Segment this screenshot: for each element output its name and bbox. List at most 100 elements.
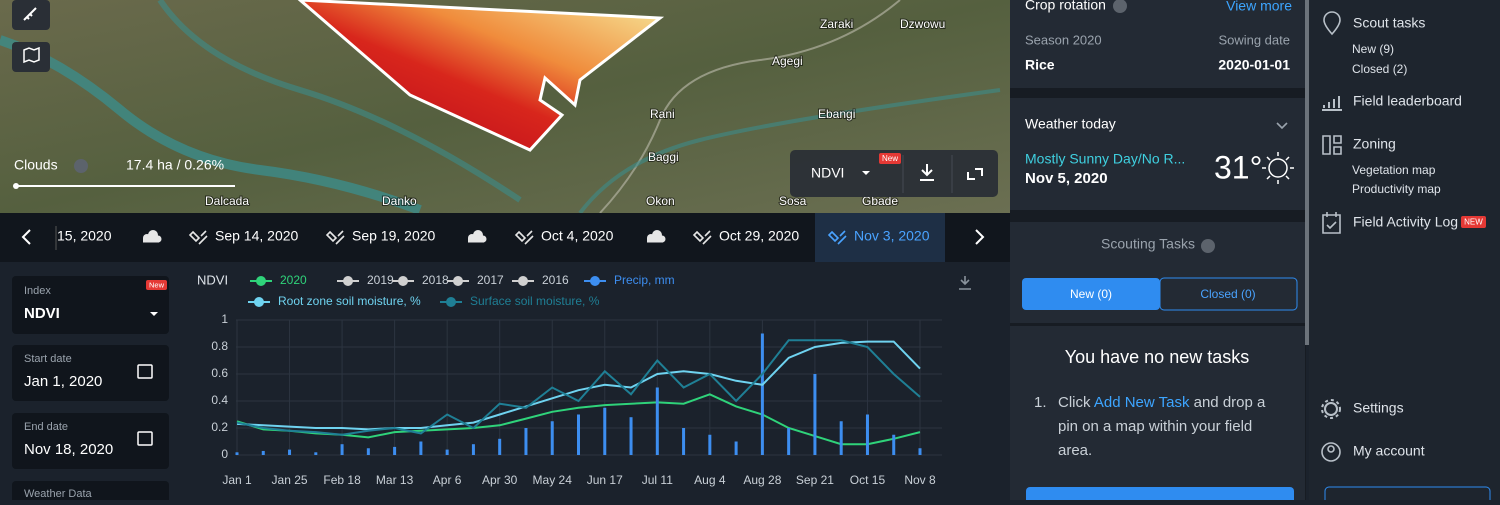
tab-closed[interactable] bbox=[1159, 277, 1298, 311]
map-label: Agegi bbox=[772, 54, 803, 68]
precip-bar bbox=[813, 374, 817, 455]
y-tick-label: 1 bbox=[221, 312, 228, 326]
scrollbar[interactable] bbox=[1305, 0, 1309, 345]
legend-label[interactable]: 2017 bbox=[477, 273, 504, 287]
sidebar-bg bbox=[1309, 0, 1500, 500]
menu-item[interactable]: Scout tasks bbox=[1353, 15, 1425, 31]
field-value: NDVI bbox=[24, 305, 60, 322]
map[interactable]: Clouds 17.4 ha / 0.26% Zaraki Dzwowu Agegi… bbox=[0, 0, 1010, 215]
precip-bar bbox=[235, 452, 239, 455]
badge-text: New bbox=[149, 280, 165, 289]
layer-control bbox=[790, 150, 998, 197]
submenu-item[interactable]: Productivity map bbox=[1352, 182, 1441, 196]
precip-bar bbox=[682, 428, 686, 455]
step-text-end: and drop a pin on a map within your fiel… bbox=[1058, 394, 1266, 459]
fullscreen-button[interactable] bbox=[967, 168, 983, 180]
y-tick-label: 0 bbox=[221, 447, 228, 461]
submenu-item[interactable]: Vegetation map bbox=[1352, 163, 1436, 177]
task-instruction: 1. Click Add New Task and drop a pin on … bbox=[1034, 391, 1266, 463]
legend-label[interactable]: Root zone soil moisture, % bbox=[278, 294, 421, 308]
add-task-link[interactable]: Add New Task bbox=[1093, 394, 1190, 411]
precip-bar bbox=[839, 421, 843, 455]
cloud-icon[interactable] bbox=[468, 230, 487, 243]
x-tick-label: Jan 25 bbox=[272, 473, 308, 487]
calendar-icon bbox=[137, 364, 153, 379]
precip-bar bbox=[393, 446, 397, 455]
submenu-item[interactable]: New (9) bbox=[1352, 42, 1394, 56]
info-icon[interactable] bbox=[1113, 0, 1127, 13]
area-label: 17.4 ha / 0.26% bbox=[126, 157, 224, 173]
weather-condition: Mostly Sunny Day/No R... bbox=[1025, 151, 1185, 167]
info-icon[interactable] bbox=[1201, 239, 1215, 253]
legend-swatch bbox=[254, 297, 264, 307]
precip-bar bbox=[787, 428, 791, 455]
add-task-button[interactable] bbox=[1026, 487, 1294, 505]
prev-button[interactable] bbox=[21, 229, 31, 245]
timeline: 15, 2020 Sep 14, 2020 Sep 19, 2020 Oct 4… bbox=[0, 213, 1010, 262]
cloud-icon[interactable] bbox=[143, 230, 162, 243]
sidebar-button[interactable] bbox=[1324, 486, 1491, 505]
chart-download[interactable] bbox=[959, 276, 971, 290]
legend-label[interactable]: Precip, mm bbox=[614, 273, 675, 287]
river bbox=[578, 88, 1001, 215]
chart-title: NDVI bbox=[197, 272, 228, 287]
expand-icon[interactable] bbox=[1276, 122, 1288, 130]
view-more-link[interactable]: View more bbox=[1226, 0, 1292, 14]
badge bbox=[1461, 216, 1486, 228]
precip-bar bbox=[471, 444, 475, 455]
precip-bar bbox=[892, 434, 896, 455]
slider-handle[interactable] bbox=[13, 183, 19, 189]
legend-label[interactable]: Surface soil moisture, % bbox=[470, 294, 600, 308]
river bbox=[0, 35, 422, 215]
legend-label[interactable]: 2018 bbox=[422, 273, 449, 287]
menu-item[interactable]: Zoning bbox=[1353, 136, 1396, 152]
precip-bar bbox=[760, 333, 764, 455]
layers-button[interactable] bbox=[12, 42, 50, 72]
date-item[interactable]: Sep 14, 2020 bbox=[215, 228, 299, 244]
sowing-date: 2020-01-01 bbox=[1218, 57, 1290, 73]
filters-panel: Index NDVI New Start date Jan 1, 2020 En… bbox=[0, 262, 185, 505]
end-date-input[interactable] bbox=[12, 413, 169, 469]
field-ndvi[interactable] bbox=[297, 0, 665, 152]
weather-select[interactable] bbox=[12, 481, 169, 505]
menu-item[interactable]: Field leaderboard bbox=[1353, 93, 1462, 109]
field-label: Start date bbox=[24, 353, 72, 365]
map-label: Dzwowu bbox=[900, 17, 945, 31]
next-button[interactable] bbox=[975, 229, 985, 245]
x-tick-label: Nov 8 bbox=[904, 473, 936, 487]
legend-label[interactable]: 2019 bbox=[367, 273, 394, 287]
menu-item[interactable]: Settings bbox=[1353, 400, 1404, 416]
layer-select[interactable]: NDVI bbox=[811, 165, 844, 181]
start-date-input[interactable] bbox=[12, 345, 169, 401]
date-item-selected[interactable]: Nov 3, 2020 bbox=[854, 228, 930, 244]
badge-text: New bbox=[882, 154, 898, 163]
map-label: Zaraki bbox=[820, 17, 853, 31]
ruler-icon bbox=[23, 7, 37, 21]
date-item[interactable]: Oct 29, 2020 bbox=[719, 228, 799, 244]
field-value: Nov 18, 2020 bbox=[24, 441, 113, 458]
index-select[interactable] bbox=[12, 276, 169, 334]
calendar-icon bbox=[137, 431, 153, 446]
y-tick-label: 0.6 bbox=[211, 366, 228, 380]
map-labels: Zaraki Dzwowu Agegi Rani Ebangi Baggi Okon Sosa… bbox=[204, 16, 946, 209]
menu-item[interactable]: My account bbox=[1353, 443, 1425, 459]
precip-bar bbox=[524, 428, 528, 455]
x-tick-label: Apr 30 bbox=[482, 473, 518, 487]
menu-item[interactable]: Field Activity Log bbox=[1353, 214, 1458, 230]
download-button[interactable] bbox=[920, 164, 934, 181]
info-icon[interactable] bbox=[74, 159, 88, 173]
map-label: Baggi bbox=[648, 150, 679, 164]
legend-swatch bbox=[518, 276, 528, 286]
weather-card bbox=[1010, 98, 1305, 210]
cloud-icon[interactable] bbox=[647, 230, 666, 243]
legend-label[interactable]: 2020 bbox=[280, 273, 307, 287]
date-item[interactable]: 15, 2020 bbox=[57, 228, 112, 244]
date-item[interactable]: Oct 4, 2020 bbox=[541, 228, 614, 244]
x-tick-label: Mar 13 bbox=[376, 473, 414, 487]
legend-label[interactable]: 2016 bbox=[542, 273, 569, 287]
tab-new[interactable] bbox=[1022, 278, 1160, 310]
precip-bar bbox=[577, 414, 580, 455]
submenu-item[interactable]: Closed (2) bbox=[1352, 62, 1407, 76]
precip-bar bbox=[865, 414, 869, 455]
date-item[interactable]: Sep 19, 2020 bbox=[352, 228, 436, 244]
